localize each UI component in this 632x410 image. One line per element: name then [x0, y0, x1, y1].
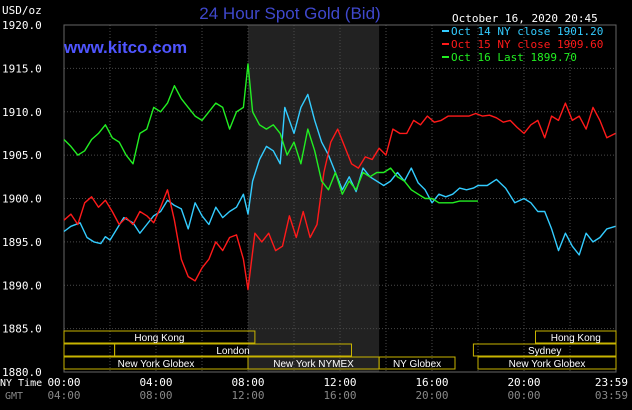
y-tick-label: 1885.0 [2, 323, 42, 336]
session-box [378, 356, 456, 370]
y-axis-unit: USD/oz [2, 4, 42, 17]
session-box [114, 343, 352, 357]
session-box [472, 343, 617, 357]
x-tick-label-ny: 08:00 [231, 376, 264, 389]
x-tick-label-gmt: 12:00 [231, 389, 264, 402]
session-label: Hong Kong [551, 333, 601, 344]
y-tick-label: 1915.0 [2, 62, 42, 75]
series-line [63, 63, 478, 204]
x-tick-label-ny: 00:00 [47, 376, 80, 389]
y-tick-label: 1900.0 [2, 193, 42, 206]
session-box [477, 356, 617, 370]
market-sessions: Hong Kong Hong Kong London Sydney New York G… [63, 330, 617, 370]
x-tick-label-gmt: 20:00 [415, 389, 448, 402]
session-label: Hong Kong [134, 333, 184, 344]
x-tick-label-gmt: 04:00 [47, 389, 80, 402]
y-tick-label: 1880.0 [2, 366, 42, 379]
price-series [63, 63, 616, 291]
x-tick-label-ny: 23:59 [595, 376, 628, 389]
x-tick-label-ny: 12:00 [323, 376, 356, 389]
y-tick-label: 1905.0 [2, 149, 42, 162]
session-label: New York Globex [118, 359, 195, 370]
session-label: Sydney [528, 346, 561, 357]
x-tick-label-ny: 04:00 [139, 376, 172, 389]
x-tick-label-gmt: 03:59 [595, 389, 628, 402]
y-axis-ticks: 1880.0 1885.0 1890.0 1895.0 1900.0 1905.0 1910… [2, 19, 42, 379]
site-url[interactable]: www.kitco.com [63, 38, 187, 57]
legend-label: Oct 15 NY close 1909.60 [451, 38, 603, 51]
chart-timestamp: October 16, 2020 20:45 [452, 12, 598, 25]
series-line [63, 102, 616, 291]
x-tick-label-gmt: 16:00 [323, 389, 356, 402]
y-tick-label: 1920.0 [2, 19, 42, 32]
session-label: London [216, 346, 249, 357]
ny-time-axis-label: NY Time [0, 378, 42, 389]
chart-title: 24 Hour Spot Gold (Bid) [199, 4, 380, 23]
y-tick-label: 1895.0 [2, 236, 42, 249]
x-tick-label-ny: 20:00 [507, 376, 540, 389]
plot-frame [63, 24, 617, 373]
legend-label: Oct 14 NY close 1901.20 [451, 25, 603, 38]
y-tick-label: 1890.0 [2, 279, 42, 292]
legend-label: Oct 16 Last 1899.70 [451, 51, 577, 64]
x-tick-label-gmt: 08:00 [139, 389, 172, 402]
session-label: NY Globex [393, 359, 441, 370]
session-label: New York NYMEX [273, 359, 354, 370]
session-label: New York Globex [509, 359, 586, 370]
x-tick-label-ny: 16:00 [415, 376, 448, 389]
y-tick-label: 1910.0 [2, 106, 42, 119]
grid-lines [63, 24, 617, 373]
session-box [535, 330, 617, 344]
x-axis-ticks: 00:0004:0004:0008:0008:0012:0012:0016:00… [47, 376, 628, 402]
x-tick-label-gmt: 00:00 [507, 389, 540, 402]
gmt-axis-label: GMT [5, 391, 23, 402]
session-box [63, 330, 256, 344]
